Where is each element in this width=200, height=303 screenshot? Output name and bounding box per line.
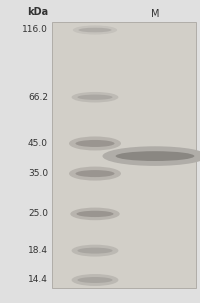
Text: 66.2: 66.2: [28, 93, 48, 102]
Ellipse shape: [116, 151, 194, 161]
Ellipse shape: [70, 208, 120, 220]
Text: 18.4: 18.4: [28, 246, 48, 255]
Ellipse shape: [72, 92, 118, 102]
Ellipse shape: [78, 28, 112, 32]
Ellipse shape: [77, 95, 113, 100]
Ellipse shape: [72, 274, 118, 286]
Ellipse shape: [73, 25, 117, 35]
FancyBboxPatch shape: [52, 22, 196, 288]
Ellipse shape: [76, 140, 114, 147]
Text: kDa: kDa: [27, 7, 48, 17]
Ellipse shape: [69, 167, 121, 181]
Text: 14.4: 14.4: [28, 275, 48, 285]
Ellipse shape: [77, 277, 113, 283]
Text: 45.0: 45.0: [28, 139, 48, 148]
Ellipse shape: [102, 146, 200, 166]
Ellipse shape: [72, 245, 118, 257]
Ellipse shape: [69, 136, 121, 151]
Ellipse shape: [76, 211, 114, 217]
Text: M: M: [151, 9, 159, 19]
Ellipse shape: [76, 170, 114, 177]
Text: 116.0: 116.0: [22, 25, 48, 35]
Text: 25.0: 25.0: [28, 209, 48, 218]
Text: 35.0: 35.0: [28, 169, 48, 178]
Ellipse shape: [77, 248, 113, 254]
